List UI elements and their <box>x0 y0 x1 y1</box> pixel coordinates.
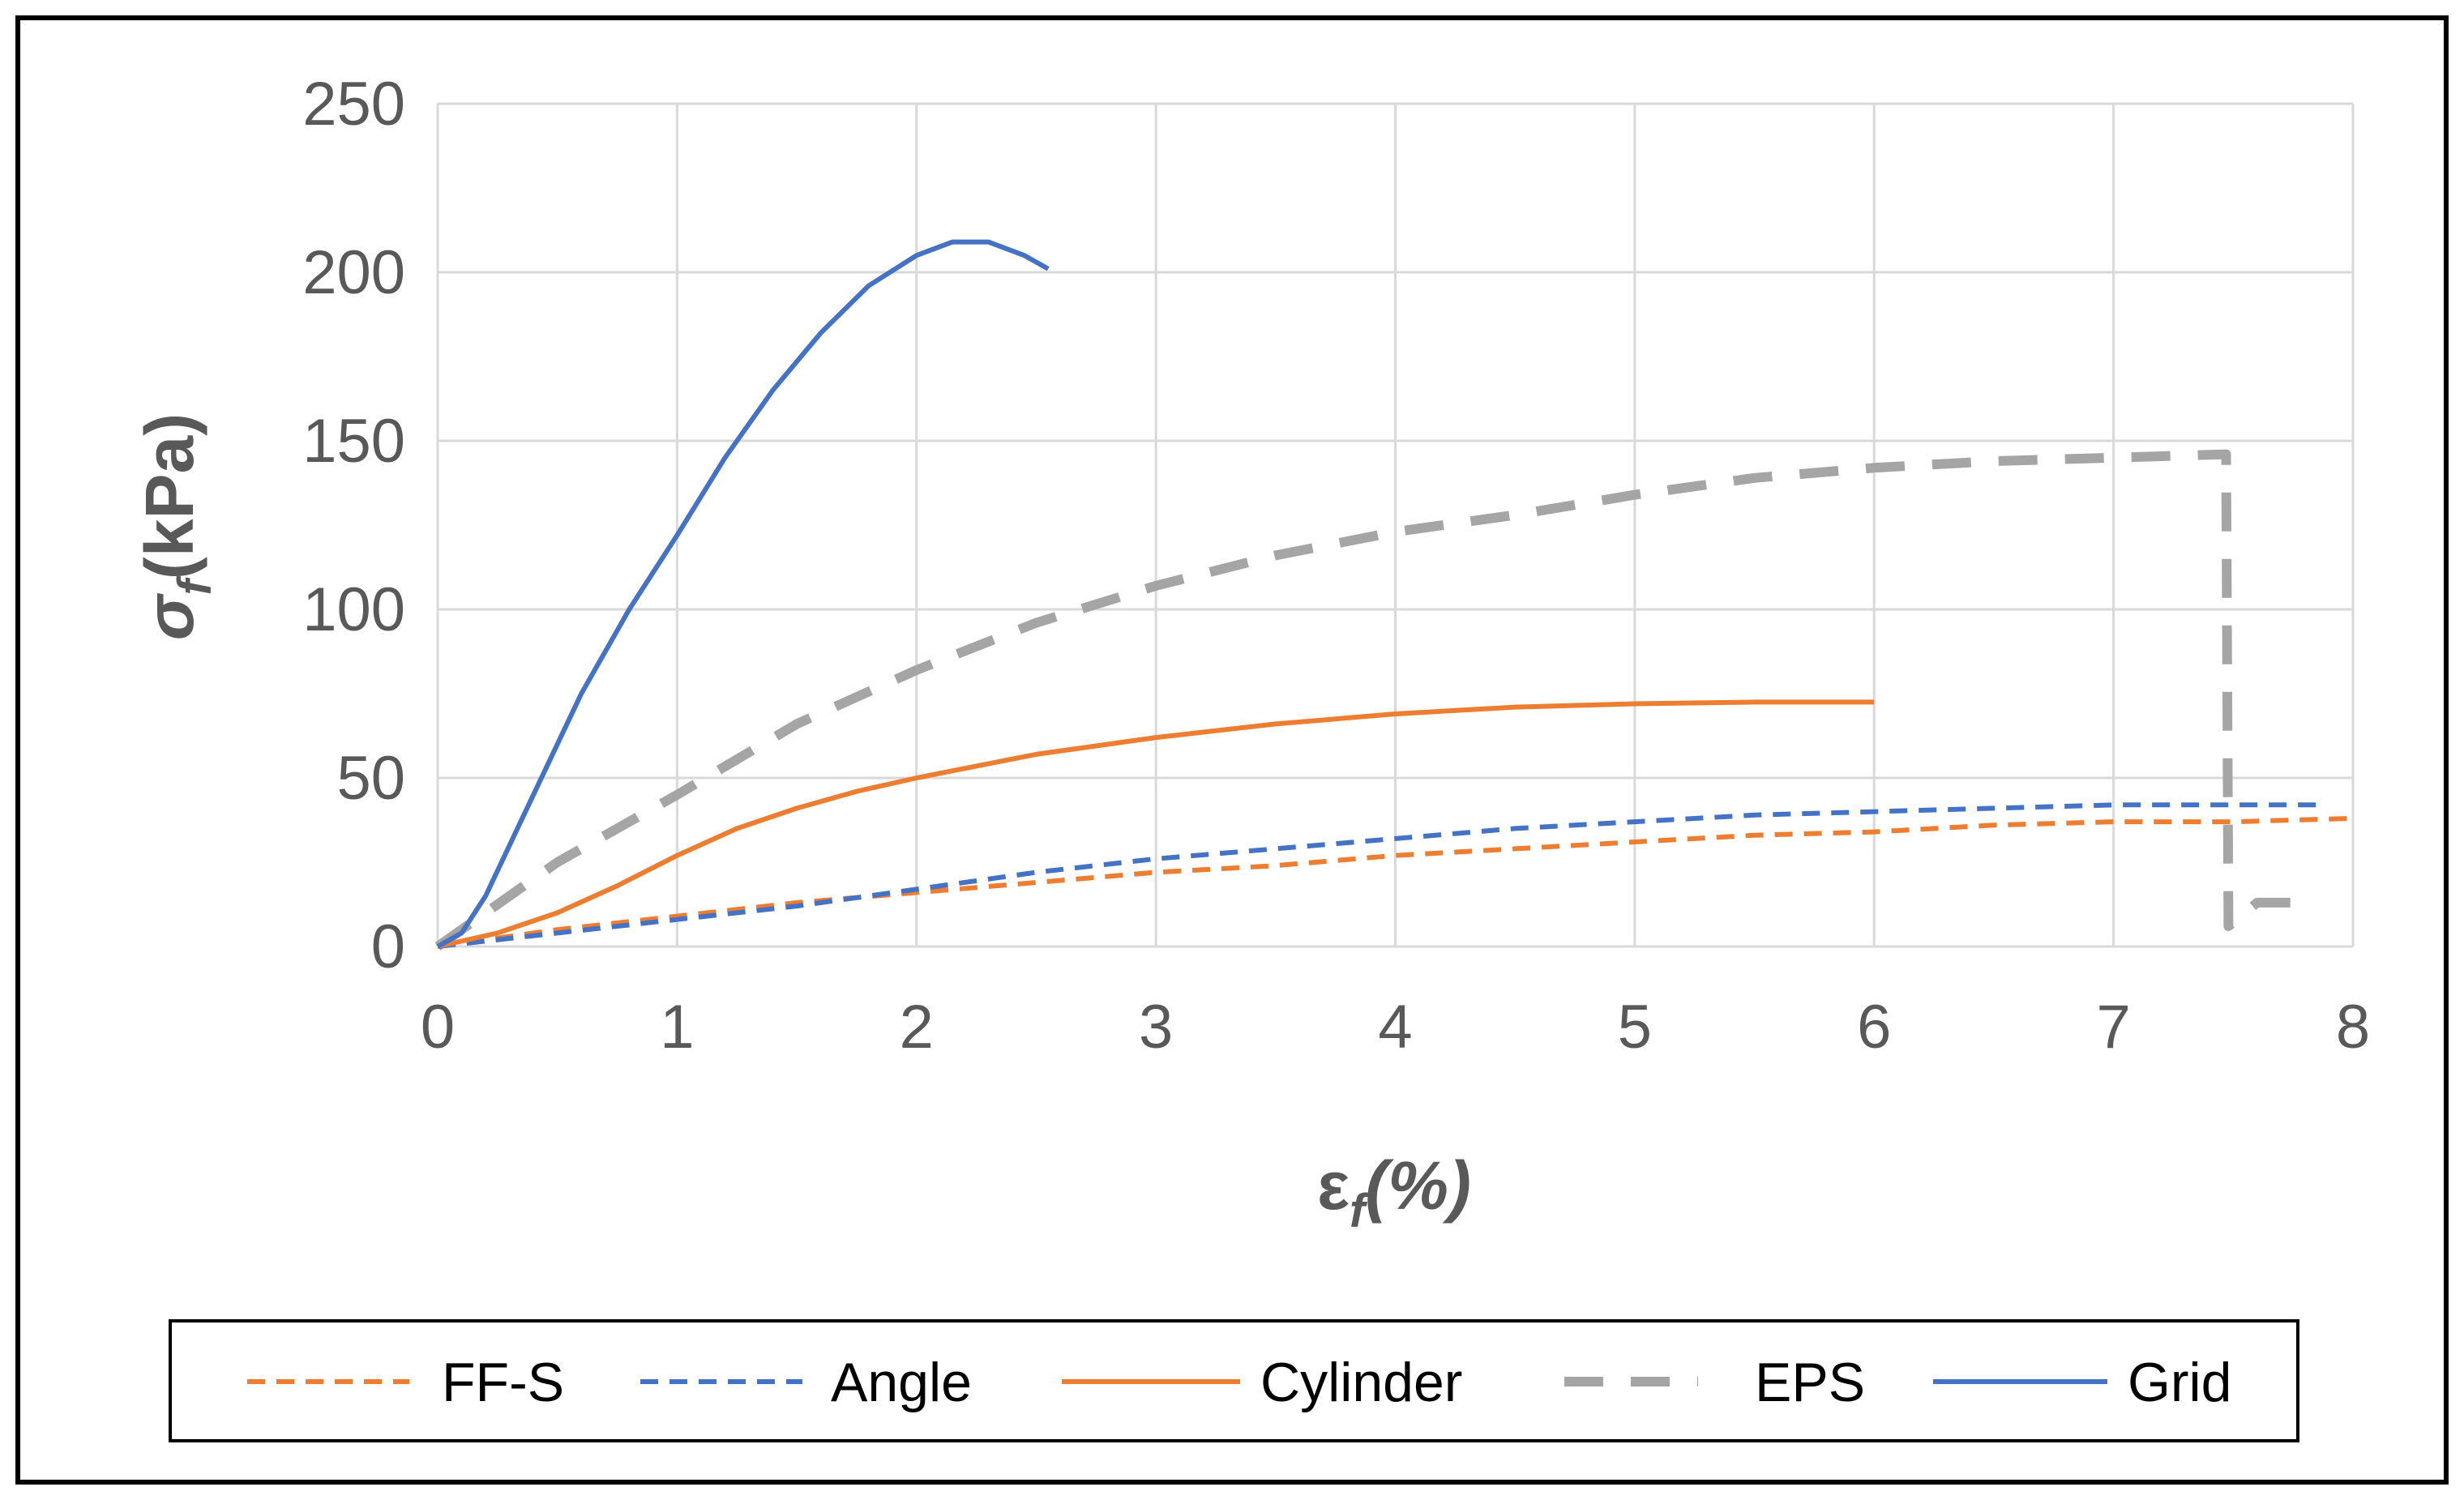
y-tick-label: 50 <box>336 744 405 813</box>
legend-label-grid: Grid <box>2128 1352 2231 1413</box>
x-axis-ticks: 0 1 2 3 4 5 6 7 8 <box>421 993 2370 1062</box>
legend-label-ff-s: FF-S <box>442 1352 564 1413</box>
series-line-cylinder <box>437 699 1875 949</box>
x-tick-label: 0 <box>421 993 455 1062</box>
y-axis-title-rest: (kPa) <box>131 413 207 579</box>
outer-frame <box>15 15 2449 1485</box>
x-axis-title: εf(%) <box>1317 1147 1471 1237</box>
y-axis-title-main: σ <box>131 592 207 640</box>
x-tick-label: 3 <box>1139 993 1173 1062</box>
series-line-ff-s <box>437 815 2354 949</box>
legend-label-angle: Angle <box>831 1352 972 1413</box>
legend-label-eps: EPS <box>1755 1352 1865 1413</box>
x-tick-label: 2 <box>900 993 934 1062</box>
y-tick-label: 250 <box>302 70 405 139</box>
gridlines <box>436 102 2355 948</box>
x-tick-label: 8 <box>2336 993 2370 1062</box>
y-tick-label: 200 <box>302 238 405 307</box>
series-line-eps <box>434 449 2305 951</box>
x-tick-label: 1 <box>660 993 694 1062</box>
x-axis-title-main: ε <box>1317 1147 1350 1224</box>
x-axis-title-rest: (%) <box>1365 1147 1471 1224</box>
series-line-angle <box>437 802 2317 949</box>
data-series <box>434 239 2354 951</box>
x-tick-label: 6 <box>1857 993 1891 1062</box>
y-axis-title: σf(kPa) <box>131 413 221 640</box>
legend-label-cylinder: Cylinder <box>1260 1352 1462 1413</box>
y-tick-label: 150 <box>302 407 405 476</box>
x-tick-label: 5 <box>1618 993 1652 1062</box>
x-tick-label: 7 <box>2096 993 2130 1062</box>
series-line-grid <box>436 239 1050 949</box>
y-tick-label: 0 <box>371 912 405 981</box>
legend: FF-S Angle Cylinder EPS Grid <box>247 1352 2231 1413</box>
x-tick-label: 4 <box>1378 993 1412 1062</box>
y-axis-ticks: 0 50 100 150 200 250 <box>302 70 405 981</box>
y-tick-label: 100 <box>302 575 405 644</box>
